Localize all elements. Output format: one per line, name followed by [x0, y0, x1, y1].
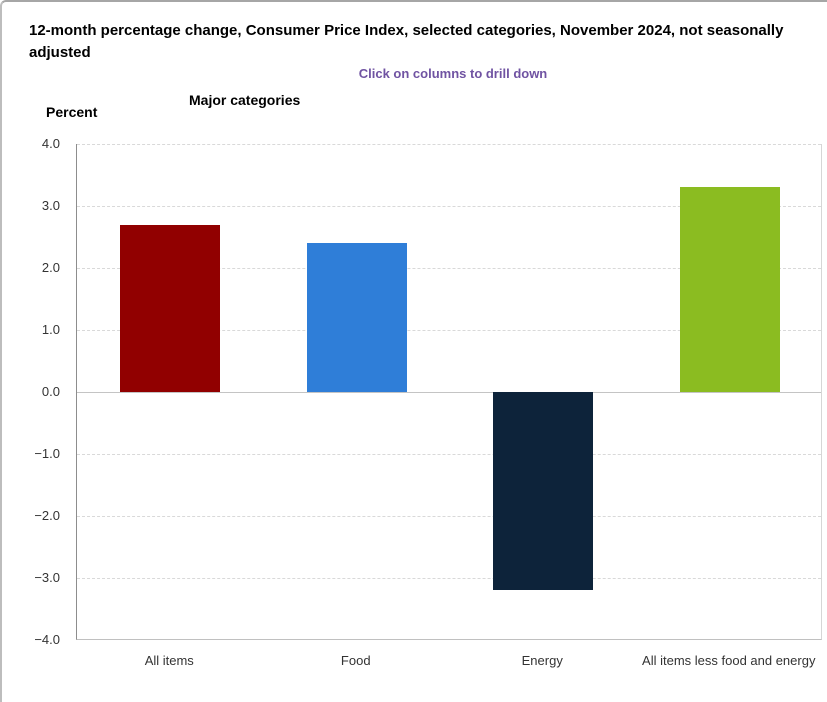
- x-label-energy: Energy: [521, 653, 563, 668]
- bar-food[interactable]: [306, 243, 407, 392]
- y-axis-unit-label: Percent: [46, 104, 98, 120]
- x-label-all-items: All items: [144, 653, 194, 668]
- gridline-3: [77, 206, 821, 207]
- chart-title: 12-month percentage change, Consumer Pri…: [29, 22, 784, 61]
- gridline-4: [77, 144, 821, 145]
- y-tick-1: 3.0: [41, 198, 60, 213]
- y-tick-5: −1.0: [34, 446, 60, 461]
- y-tick-8: −4.0: [34, 632, 60, 647]
- bar-all-items-less-food-and-energy[interactable]: [679, 187, 780, 392]
- gridline-1: [77, 330, 821, 331]
- x-label-all-items-less-food-and-energy: All items less food and energy: [642, 653, 816, 668]
- x-label-food: Food: [340, 653, 371, 668]
- gridline-2: [77, 268, 821, 269]
- group-label: Major categories: [189, 92, 301, 108]
- y-tick-4: 0.0: [41, 384, 60, 399]
- y-tick-6: −2.0: [34, 508, 60, 523]
- bar-energy[interactable]: [493, 392, 594, 591]
- y-tick-7: −3.0: [34, 570, 60, 585]
- y-tick-2: 2.0: [41, 260, 60, 275]
- gridline--3: [77, 578, 821, 579]
- drilldown-hint: Click on columns to drill down: [358, 66, 548, 81]
- gridline-0: [77, 392, 821, 393]
- plot-area: [76, 144, 822, 640]
- gridline--1: [77, 454, 821, 455]
- y-tick-0: 4.0: [41, 136, 60, 151]
- y-tick-3: 1.0: [41, 322, 60, 337]
- bar-all-items[interactable]: [120, 224, 221, 392]
- gridline--2: [77, 516, 821, 517]
